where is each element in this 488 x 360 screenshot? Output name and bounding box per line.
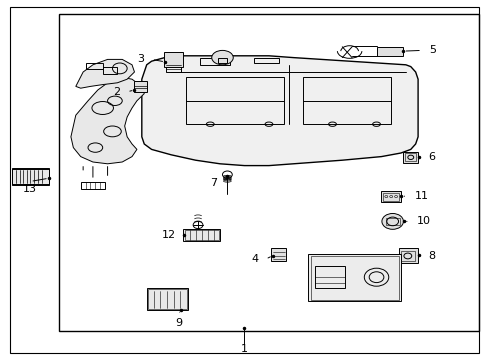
Bar: [386, 218, 399, 225]
Bar: [102, 67, 117, 74]
Text: 5: 5: [428, 45, 435, 55]
Text: 10: 10: [416, 216, 430, 226]
Bar: [183, 229, 220, 241]
Bar: [134, 81, 146, 92]
Bar: [148, 289, 186, 309]
Text: 1: 1: [241, 344, 247, 354]
Bar: [254, 58, 278, 63]
Text: 2: 2: [112, 87, 120, 97]
Bar: [398, 248, 417, 263]
Bar: [12, 168, 49, 185]
Ellipse shape: [211, 50, 233, 65]
Ellipse shape: [381, 213, 403, 229]
Text: 11: 11: [414, 191, 428, 201]
Bar: [200, 58, 229, 65]
Bar: [315, 266, 344, 288]
Bar: [166, 67, 181, 72]
Bar: [382, 193, 398, 201]
Text: 9: 9: [175, 318, 182, 328]
Bar: [271, 248, 285, 261]
Bar: [146, 288, 188, 310]
Bar: [381, 191, 400, 202]
Text: 7: 7: [210, 178, 217, 188]
Bar: [310, 256, 398, 300]
Bar: [307, 254, 400, 301]
Polygon shape: [76, 59, 134, 88]
Text: 13: 13: [23, 184, 37, 194]
Text: 3: 3: [137, 54, 144, 64]
Polygon shape: [142, 56, 417, 166]
Bar: [184, 230, 218, 240]
Bar: [12, 169, 49, 184]
Bar: [185, 77, 283, 124]
Bar: [85, 63, 102, 69]
Bar: [217, 58, 227, 63]
Bar: [59, 14, 478, 331]
Bar: [163, 52, 183, 67]
Polygon shape: [71, 77, 144, 164]
Text: 12: 12: [162, 230, 176, 240]
Bar: [400, 251, 414, 261]
Text: 8: 8: [427, 251, 434, 261]
Bar: [403, 152, 417, 163]
Bar: [376, 47, 403, 56]
Text: 4: 4: [250, 254, 258, 264]
Bar: [405, 153, 415, 161]
Bar: [81, 182, 105, 189]
Text: 6: 6: [427, 152, 434, 162]
Bar: [303, 77, 390, 124]
